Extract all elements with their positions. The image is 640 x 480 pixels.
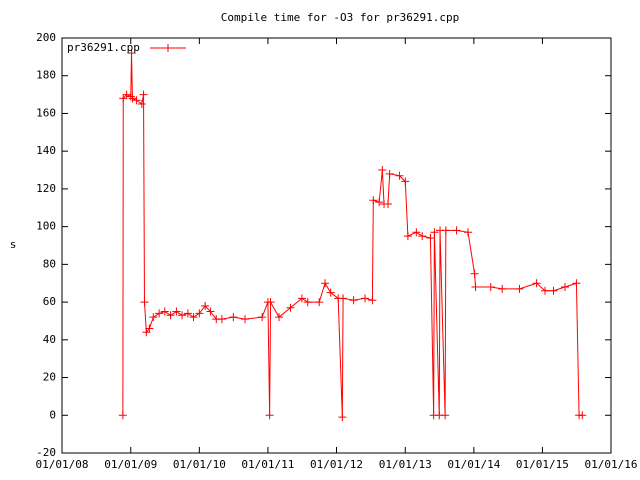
point <box>201 301 210 310</box>
point <box>361 294 370 303</box>
x-tick-label: 01/01/16 <box>585 458 638 471</box>
legend-marker <box>164 44 172 52</box>
y-tick-label: 80 <box>43 257 56 270</box>
point <box>401 177 410 186</box>
point <box>297 294 306 303</box>
point <box>119 94 128 103</box>
point <box>430 228 439 237</box>
point <box>498 284 507 293</box>
x-tick-label: 01/01/10 <box>173 458 226 471</box>
point <box>155 309 164 318</box>
point <box>195 309 204 318</box>
y-tick-label: 120 <box>36 182 56 195</box>
y-tick-label: 0 <box>49 408 56 421</box>
legend-label: pr36291.cpp <box>67 41 140 54</box>
x-tick-label: 01/01/13 <box>379 458 432 471</box>
point <box>471 283 480 291</box>
x-tick-label: 01/01/09 <box>104 458 157 471</box>
point <box>395 171 404 180</box>
point <box>315 298 324 307</box>
point <box>426 233 435 242</box>
y-tick-label: 160 <box>36 106 56 119</box>
point <box>383 200 392 208</box>
point <box>418 232 427 241</box>
point <box>137 100 146 109</box>
point <box>128 94 137 103</box>
point <box>286 303 295 312</box>
point <box>338 413 347 422</box>
point <box>189 313 198 322</box>
x-tick-label: 01/01/15 <box>516 458 569 471</box>
point <box>470 269 479 278</box>
x-tick-label: 01/01/08 <box>36 458 89 471</box>
x-tick-label: 01/01/14 <box>447 458 500 471</box>
y-axis-label: s <box>10 238 17 251</box>
point <box>572 279 581 288</box>
point <box>178 311 187 320</box>
y-tick-label: -20 <box>36 446 56 459</box>
point <box>265 411 274 420</box>
point <box>560 283 569 291</box>
point <box>321 279 330 288</box>
point <box>549 286 558 295</box>
point <box>229 313 238 322</box>
point <box>349 296 358 305</box>
chart-title: Compile time for -O3 for pr36291.cpp <box>221 11 459 24</box>
point <box>441 226 450 235</box>
point <box>385 169 394 178</box>
y-tick-label: 60 <box>43 295 56 308</box>
point <box>452 226 461 235</box>
point <box>541 286 550 295</box>
point <box>127 49 136 58</box>
y-tick-label: 20 <box>43 371 56 384</box>
point <box>378 166 387 175</box>
point <box>403 232 412 241</box>
point <box>412 228 421 237</box>
point <box>375 198 384 207</box>
point <box>206 307 215 316</box>
point <box>122 90 131 99</box>
point <box>149 313 158 322</box>
point <box>118 411 127 420</box>
point <box>126 92 135 101</box>
point <box>183 309 192 318</box>
point <box>217 315 226 324</box>
point <box>441 411 450 420</box>
y-tick-label: 100 <box>36 220 56 233</box>
point <box>166 311 175 320</box>
x-tick-label: 01/01/11 <box>241 458 294 471</box>
point <box>160 307 169 316</box>
point <box>326 288 335 297</box>
point <box>339 294 348 303</box>
point <box>464 228 473 237</box>
point <box>132 96 141 105</box>
point <box>139 90 148 99</box>
point <box>532 279 541 288</box>
point <box>241 315 249 324</box>
point <box>140 298 149 307</box>
point <box>172 307 181 316</box>
y-tick-label: 200 <box>36 31 56 44</box>
x-tick-label: 01/01/12 <box>310 458 363 471</box>
point <box>145 324 154 333</box>
point <box>368 296 377 305</box>
y-tick-label: 140 <box>36 144 56 157</box>
point <box>515 284 524 293</box>
point <box>486 283 495 291</box>
y-tick-label: 180 <box>36 69 56 82</box>
point <box>266 298 275 307</box>
y-tick-label: 40 <box>43 333 56 346</box>
series-line <box>122 53 583 418</box>
point <box>303 298 312 307</box>
point <box>275 313 284 322</box>
point <box>369 196 378 205</box>
point <box>578 411 587 420</box>
point <box>258 313 267 322</box>
